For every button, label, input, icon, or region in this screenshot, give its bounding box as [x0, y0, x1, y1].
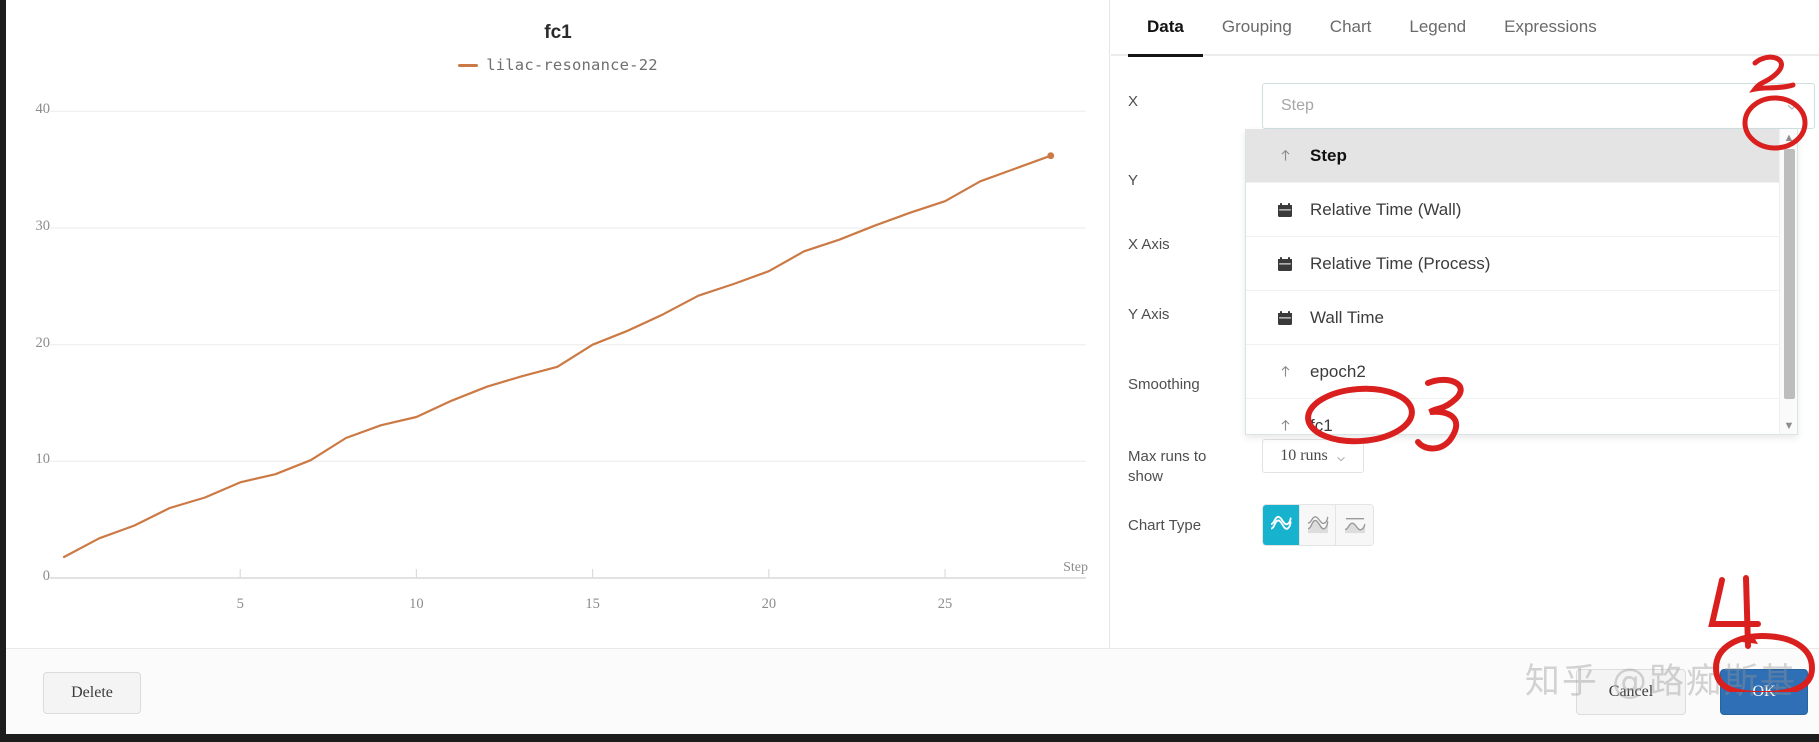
x-select-dropdown[interactable]: Step Relative Time (Wall) Relative Time (P…: [1245, 129, 1798, 435]
y-axis-tick-30: 30: [35, 218, 51, 234]
dropdown-item-relative-time-wall[interactable]: Relative Time (Wall): [1246, 183, 1781, 237]
max-runs-wrapper: 10 runs: [1262, 439, 1364, 473]
tab-chart[interactable]: Chart: [1329, 17, 1372, 36]
chart-type-toggle-group: [1262, 504, 1374, 546]
chart-series-line: [62, 154, 1052, 559]
y-axis-tick-40: 40: [35, 101, 51, 118]
area-chart-icon[interactable]: [1299, 505, 1337, 545]
dialog-footer: Delete Cancel OK: [6, 648, 1819, 734]
scrollbar-thumb[interactable]: [1784, 149, 1795, 399]
chart-settings-panel: Data Grouping Chart Legend Expressions X…: [1111, 0, 1819, 648]
calendar-icon: [1274, 256, 1296, 272]
label-max-runs: Max runs to show: [1128, 448, 1207, 485]
up-arrow-icon: [1274, 148, 1296, 163]
dropdown-item-wall-time[interactable]: Wall Time: [1246, 291, 1781, 345]
dropdown-item-label: Relative Time (Wall): [1310, 199, 1462, 219]
label-y-axis: Y Axis: [1128, 306, 1170, 323]
chevron-down-icon[interactable]: [1336, 451, 1346, 462]
dropdown-item-label: Relative Time (Process): [1310, 253, 1491, 273]
scroll-up-arrow-icon[interactable]: ▲: [1783, 132, 1795, 144]
dropdown-item-step[interactable]: Step: [1246, 129, 1781, 183]
chart-panel: fc1 lilac-resonance-22 0 10 20 30 40 5 10 15 20…: [6, 0, 1110, 648]
plot-area[interactable]: 0 10 20 30 40 5 10 15 20 25 Step: [6, 0, 1110, 648]
up-arrow-icon: [1274, 418, 1296, 433]
settings-tabs: Data Grouping Chart Legend Expressions: [1111, 0, 1819, 57]
window-bottom-edge: [0, 734, 1819, 742]
y-axis-tick-0: 0: [42, 568, 50, 584]
label-x: X: [1128, 93, 1139, 110]
y-axis-tick-20: 20: [35, 334, 51, 351]
max-runs-value: 10 runs: [1280, 447, 1328, 464]
dropdown-item-label: Wall Time: [1310, 307, 1384, 327]
x-axis-tick-20: 20: [761, 596, 777, 612]
dropdown-item-label: fc1: [1310, 415, 1333, 435]
ok-button[interactable]: OK: [1720, 669, 1808, 715]
x-axis-title: Step: [1063, 560, 1088, 575]
chart-type-wrapper: [1262, 504, 1374, 546]
chart-plot-svg: [50, 110, 1086, 579]
legend-label: lilac-resonance-22: [486, 56, 658, 74]
calendar-icon: [1274, 202, 1296, 218]
tab-expressions[interactable]: Expressions: [1504, 17, 1597, 36]
dropdown-item-epoch2[interactable]: epoch2: [1246, 345, 1781, 399]
up-arrow-icon: [1274, 364, 1296, 379]
x-select-placeholder: Step: [1281, 97, 1314, 114]
x-select[interactable]: Step: [1262, 83, 1815, 129]
legend-color-swatch: [458, 63, 479, 67]
chart-series-endpoint: [1047, 152, 1055, 160]
label-y: Y: [1128, 172, 1139, 189]
tab-legend[interactable]: Legend: [1409, 17, 1467, 36]
tab-data[interactable]: Data: [1128, 0, 1203, 57]
line-chart-icon[interactable]: [1263, 505, 1300, 545]
window-left-edge: [0, 0, 6, 742]
dropdown-item-relative-time-process[interactable]: Relative Time (Process): [1246, 237, 1781, 291]
dropdown-item-label: epoch2: [1310, 361, 1366, 381]
max-runs-select[interactable]: 10 runs: [1262, 439, 1364, 473]
x-axis-tick-10: 10: [409, 596, 424, 612]
chart-title: fc1: [544, 22, 572, 43]
chevron-down-icon[interactable]: [1786, 100, 1798, 112]
label-x-axis: X Axis: [1128, 236, 1170, 253]
x-axis-tick-5: 5: [236, 596, 244, 612]
chart-legend: lilac-resonance-22: [6, 56, 1110, 74]
x-axis-tick-15: 15: [585, 596, 600, 612]
filled-area-chart-icon[interactable]: [1336, 505, 1373, 545]
dropdown-option-list: Step Relative Time (Wall) Relative Time (P…: [1246, 129, 1781, 435]
label-smoothing: Smoothing: [1128, 376, 1200, 393]
y-axis-tick-10: 10: [35, 451, 51, 468]
label-chart-type: Chart Type: [1128, 517, 1202, 534]
dropdown-item-label: Step: [1310, 145, 1347, 165]
delete-button[interactable]: Delete: [43, 672, 141, 714]
dropdown-scrollbar[interactable]: ▲ ▼: [1779, 129, 1797, 434]
cancel-button[interactable]: Cancel: [1576, 669, 1686, 715]
calendar-icon: [1274, 310, 1296, 326]
x-axis-tick-25: 25: [937, 596, 953, 612]
dropdown-item-fc1[interactable]: fc1: [1246, 399, 1781, 435]
x-select-wrapper: Step: [1262, 83, 1815, 129]
scroll-down-arrow-icon[interactable]: ▼: [1783, 420, 1795, 432]
tab-grouping[interactable]: Grouping: [1221, 17, 1292, 36]
